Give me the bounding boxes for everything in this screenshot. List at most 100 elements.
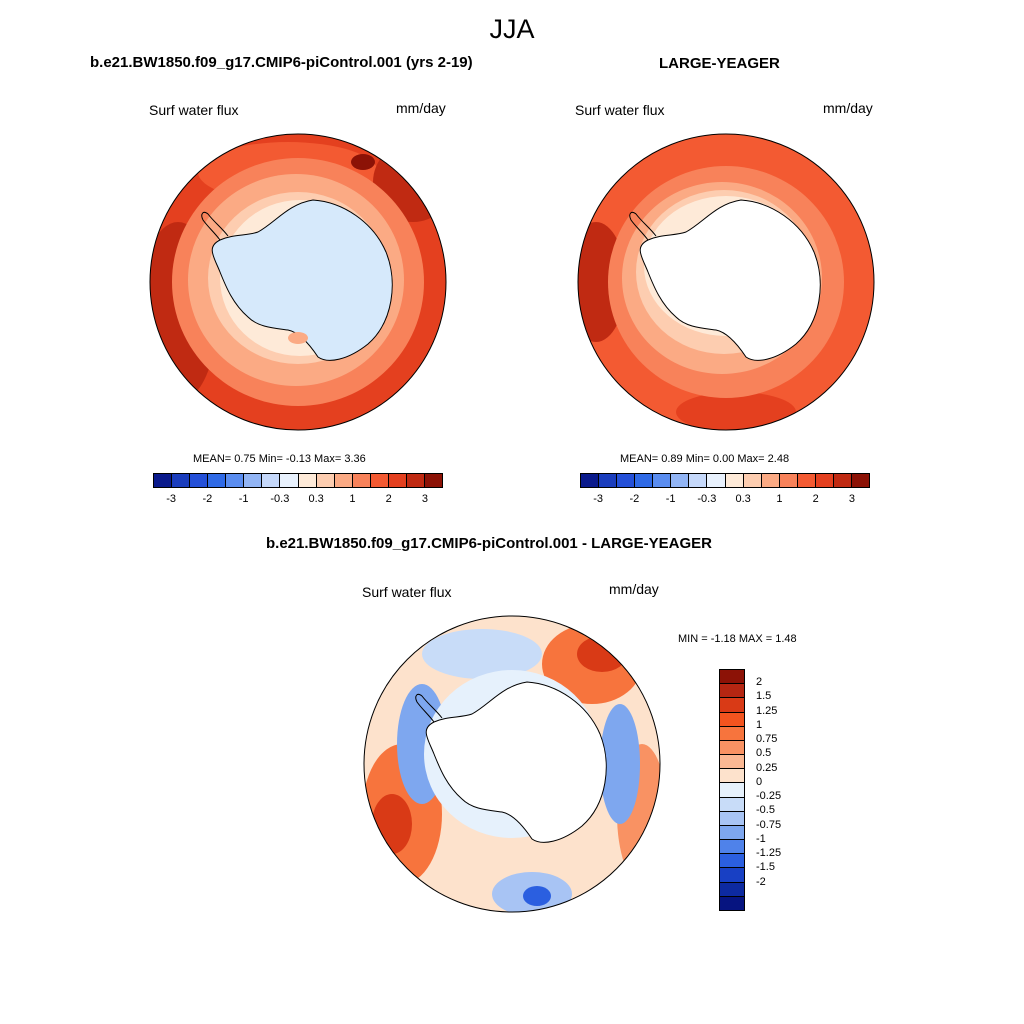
colorbar-swatch (352, 474, 371, 487)
panel1-polar-map (149, 133, 447, 431)
colorbar-swatch (154, 474, 173, 487)
panel2-variable: Surf water flux (575, 102, 665, 118)
colorbar-tick-label: -3 (166, 493, 177, 505)
colorbar-tick-label: 0.75 (756, 733, 778, 746)
colorbar-tick-label: 2 (756, 676, 763, 689)
colorbar-swatch (581, 474, 600, 487)
antarctica-land (425, 681, 607, 843)
panel3-colorbar (719, 669, 745, 911)
antarctica-land (639, 199, 821, 361)
colorbar-swatch (370, 474, 389, 487)
colorbar-tick-label: 0.5 (756, 747, 772, 760)
field-patch (523, 886, 551, 906)
colorbar-swatch (720, 811, 744, 826)
panel2-polar-map (577, 133, 875, 431)
colorbar-tick-label: -0.5 (756, 804, 775, 817)
main-title: JJA (489, 14, 535, 44)
colorbar-swatch (720, 896, 744, 910)
colorbar-swatch (226, 474, 245, 487)
colorbar-tick-label: 1 (756, 718, 763, 731)
colorbar-swatch (851, 474, 869, 487)
field-patch (600, 704, 640, 824)
colorbar-swatch (298, 474, 317, 487)
colorbar-tick-label: 3 (848, 493, 855, 505)
peninsula-coast (201, 211, 229, 241)
field-patch (676, 392, 796, 430)
colorbar-swatch (815, 474, 834, 487)
colorbar-swatch (720, 825, 744, 841)
colorbar-swatch (720, 698, 744, 713)
antarctica-land (211, 199, 393, 361)
colorbar-tick-label: 1.25 (756, 704, 778, 717)
colorbar-tick-label: -1 (238, 493, 249, 505)
colorbar-swatch (725, 474, 744, 487)
colorbar-tick-label: -2 (202, 493, 213, 505)
field-patch (351, 154, 375, 170)
colorbar-swatch (743, 474, 762, 487)
colorbar-swatch (720, 854, 744, 869)
colorbar-tick-label: 1 (776, 493, 783, 505)
panel1-title: b.e21.BW1850.f09_g17.CMIP6-piControl.001… (90, 54, 473, 71)
colorbar-tick-label: -1.5 (756, 861, 775, 874)
colorbar-swatch (424, 474, 442, 487)
colorbar-swatch (720, 684, 744, 699)
panel2-stats: MEAN= 0.89 Min= 0.00 Max= 2.48 (620, 453, 790, 465)
colorbar-tick-label: 0.3 (735, 493, 751, 505)
colorbar-tick-label: 0.3 (308, 493, 324, 505)
peninsula-coast (629, 211, 657, 241)
colorbar-swatch (653, 474, 672, 487)
colorbar-swatch (707, 474, 726, 487)
field-patch (288, 332, 308, 344)
colorbar-tick-label: 1.5 (756, 690, 772, 703)
colorbar-swatch (720, 783, 744, 798)
colorbar-swatch (779, 474, 798, 487)
colorbar-swatch (599, 474, 618, 487)
colorbar-swatch (316, 474, 335, 487)
colorbar-swatch (720, 670, 744, 685)
colorbar-swatch (720, 797, 744, 812)
colorbar-tick-label: -1 (665, 493, 676, 505)
colorbar-swatch (244, 474, 263, 487)
panel3-stats: MIN = -1.18 MAX = 1.48 (678, 633, 797, 645)
colorbar-swatch (262, 474, 281, 487)
colorbar-swatch (720, 840, 744, 855)
colorbar-swatch (388, 474, 407, 487)
field-patch (422, 629, 542, 679)
map-border (577, 133, 875, 431)
colorbar-swatch (617, 474, 636, 487)
colorbar-swatch (720, 769, 744, 784)
colorbar-swatch (720, 712, 744, 727)
panel3-title: b.e21.BW1850.f09_g17.CMIP6-piControl.001… (266, 535, 712, 552)
colorbar-tick-label: 0 (756, 775, 763, 788)
panel1-colorbar (153, 473, 443, 488)
colorbar-tick-label: -0.3 (270, 493, 290, 505)
panel2-units: mm/day (823, 100, 873, 116)
colorbar-swatch (720, 882, 744, 897)
colorbar-swatch (833, 474, 852, 487)
colorbar-swatch (406, 474, 425, 487)
colorbar-swatch (720, 740, 744, 756)
peninsula-coast (415, 693, 443, 723)
colorbar-swatch (334, 474, 353, 487)
map-border (149, 133, 447, 431)
colorbar-tick-label: -3 (593, 493, 604, 505)
colorbar-tick-label: 3 (421, 493, 428, 505)
colorbar-swatch (280, 474, 299, 487)
colorbar-swatch (720, 755, 744, 770)
colorbar-tick-label: -1 (756, 832, 766, 845)
colorbar-tick-label: 1 (349, 493, 356, 505)
colorbar-swatch (635, 474, 654, 487)
colorbar-swatch (720, 868, 744, 883)
colorbar-tick-label: -0.25 (756, 790, 782, 803)
colorbar-tick-label: -0.75 (756, 818, 782, 831)
panel1-variable: Surf water flux (149, 102, 239, 118)
colorbar-tick-label: 0.25 (756, 761, 778, 774)
colorbar-tick-label: -2 (756, 875, 766, 888)
colorbar-tick-label: -0.3 (697, 493, 717, 505)
map-border (363, 615, 661, 913)
panel3-polar-map (363, 615, 661, 913)
panel2-title: LARGE-YEAGER (659, 55, 780, 72)
colorbar-swatch (172, 474, 191, 487)
colorbar-swatch (208, 474, 227, 487)
colorbar-swatch (689, 474, 708, 487)
